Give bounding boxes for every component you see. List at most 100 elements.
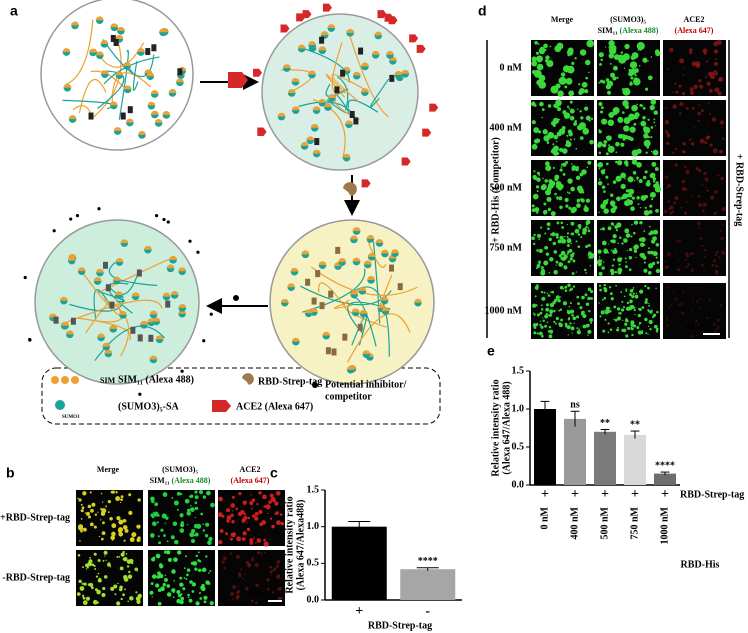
node-half — [178, 267, 187, 272]
y-tick-label: 0.0 — [512, 479, 525, 490]
droplet-spot — [625, 289, 628, 292]
droplet-spot — [638, 321, 642, 325]
droplet-spot — [576, 198, 581, 203]
droplet-spot — [122, 557, 126, 561]
droplet-spot — [119, 566, 124, 571]
node-half — [146, 72, 155, 77]
droplet — [40, 0, 194, 151]
droplet-spot — [546, 59, 554, 68]
droplet-spot — [698, 79, 702, 83]
droplet-spot — [631, 196, 635, 200]
droplet-spot — [559, 308, 563, 311]
droplet-spot — [571, 167, 576, 171]
droplet-spot — [628, 71, 634, 77]
droplet-spot — [650, 56, 653, 58]
droplet-spot — [189, 494, 194, 498]
node-half — [169, 256, 177, 260]
droplet-spot — [649, 328, 652, 331]
droplet-spot — [93, 564, 96, 568]
significance: **** — [655, 460, 675, 471]
bound-protein — [349, 111, 355, 119]
droplet-spot — [151, 596, 153, 598]
droplet-spot — [643, 139, 651, 147]
droplet-spot — [532, 242, 536, 246]
droplet-spot — [702, 202, 707, 207]
droplet-spot — [544, 161, 550, 167]
droplet-spot — [536, 171, 540, 175]
x-tick-label: 750 nM — [629, 506, 640, 539]
droplet-spot — [621, 328, 625, 333]
droplet-spot — [614, 270, 618, 274]
droplet-spot — [691, 195, 693, 197]
droplet-spot — [633, 308, 636, 312]
droplet-spot — [712, 259, 716, 263]
droplet-spot — [155, 553, 161, 559]
row-label: 1000 nM — [485, 305, 523, 316]
droplet-spot — [537, 60, 541, 63]
droplet-spot — [570, 309, 575, 314]
droplet-spot — [642, 57, 648, 63]
droplet-spot — [90, 508, 94, 513]
droplet-spot — [655, 208, 659, 213]
droplet-spot — [703, 255, 706, 258]
droplet-spot — [88, 515, 91, 519]
droplet-spot — [646, 179, 651, 184]
droplet-spot — [620, 51, 624, 54]
droplet-spot — [541, 296, 546, 301]
droplet-spot — [540, 308, 544, 311]
droplet-spot — [532, 312, 535, 314]
droplet-spot — [580, 312, 584, 316]
droplet-spot — [614, 225, 619, 229]
bound-protein — [110, 34, 116, 42]
droplet-spot — [572, 285, 576, 288]
droplet-spot — [570, 186, 575, 192]
droplet-spot — [123, 577, 129, 582]
droplet-spot — [718, 76, 724, 82]
droplet-spot — [262, 494, 267, 500]
droplet-spot — [650, 250, 654, 255]
droplet-spot — [643, 268, 648, 273]
droplet-spot — [609, 292, 613, 296]
droplet-spot — [631, 159, 638, 165]
droplet-spot — [648, 310, 650, 313]
droplet-spot — [166, 540, 169, 543]
droplet-spot — [618, 312, 621, 315]
droplet-spot — [547, 227, 550, 231]
droplet-spot — [637, 330, 642, 335]
node-half — [126, 118, 134, 123]
droplet-spot — [539, 46, 545, 53]
droplet-spot — [606, 135, 612, 141]
droplet-spot — [616, 328, 620, 332]
droplet-spot — [558, 128, 566, 135]
droplet-spot — [546, 292, 549, 295]
droplet-spot — [176, 491, 181, 496]
droplet-spot — [538, 174, 541, 177]
droplet-spot — [622, 111, 625, 114]
network-strand — [333, 301, 353, 309]
droplet-spot — [545, 189, 552, 196]
droplet-spot — [137, 536, 141, 540]
droplet-spot — [537, 263, 541, 266]
droplet-spot — [625, 261, 628, 263]
droplet-spot — [209, 569, 212, 572]
droplet-spot — [559, 205, 563, 209]
droplet-spot — [587, 296, 591, 301]
droplet-spot — [632, 171, 637, 175]
node-half — [115, 35, 124, 39]
legend-sim-icon — [51, 376, 59, 384]
droplet-spot — [627, 199, 634, 206]
droplet-spot — [78, 579, 82, 584]
droplet-spot — [589, 317, 594, 322]
bound-protein — [358, 47, 364, 55]
inhibitor-dot — [138, 392, 142, 396]
droplet-spot — [699, 84, 704, 89]
droplet-spot — [667, 306, 671, 309]
droplet-spot — [635, 292, 638, 294]
node-half — [380, 296, 389, 301]
node-half — [149, 355, 158, 360]
droplet-spot — [642, 106, 646, 110]
droplet-spot — [689, 90, 695, 96]
droplet-spot — [693, 84, 698, 89]
network-strand — [346, 313, 411, 363]
droplet-spot — [545, 307, 550, 312]
